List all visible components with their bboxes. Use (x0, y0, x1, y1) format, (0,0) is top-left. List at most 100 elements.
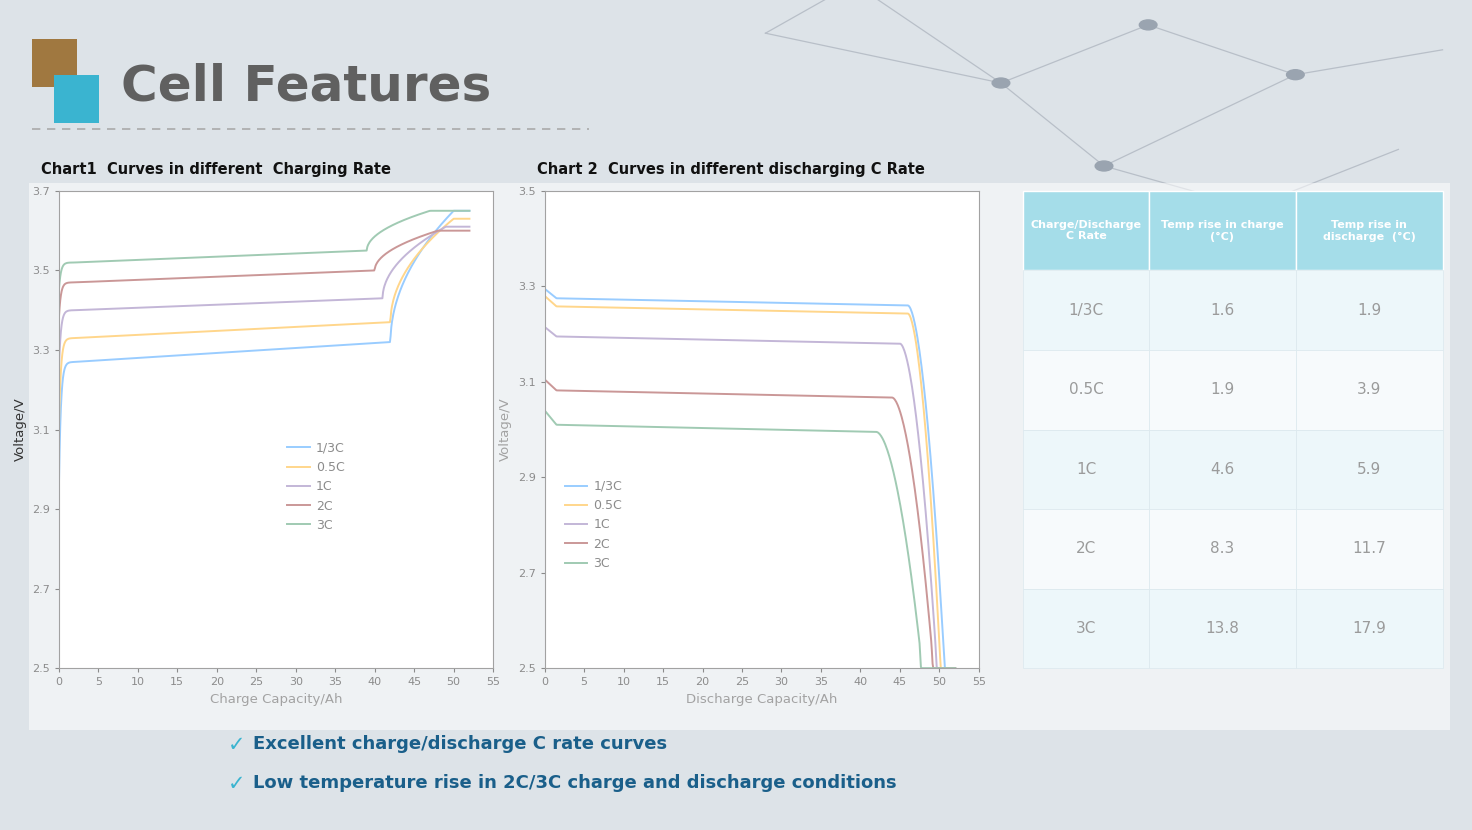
Line: 1/3C: 1/3C (59, 211, 470, 489)
Bar (1295, 430, 1443, 509)
1/3C (122, 354, 140, 364)
2C (50, 313, 68, 323)
0.5C (845, 307, 863, 317)
Bar (32, 39, 77, 87)
1C (437, 222, 455, 232)
0.5C (721, 305, 739, 315)
Bar (1148, 191, 1295, 271)
Bar (1023, 509, 1148, 588)
1/3C (324, 340, 342, 350)
Text: 8.3: 8.3 (1210, 541, 1235, 556)
2C (642, 388, 659, 398)
Line: 3C: 3C (59, 211, 470, 290)
1/3C (845, 300, 863, 310)
Y-axis label: Voltage/V: Voltage/V (499, 398, 512, 461)
3C (122, 255, 140, 265)
0.5C (291, 322, 309, 332)
Text: 3C: 3C (1076, 621, 1097, 636)
Line: 2C: 2C (545, 379, 955, 668)
Bar (1148, 509, 1295, 588)
1C (122, 303, 140, 313)
2C (777, 390, 795, 400)
2C (122, 275, 140, 285)
1C (642, 334, 659, 344)
Bar (1295, 271, 1443, 350)
1C (721, 335, 739, 345)
Bar (1148, 350, 1295, 429)
2C (461, 226, 478, 236)
2C (721, 389, 739, 399)
2C (428, 226, 446, 236)
1/3C (236, 346, 253, 356)
1C (536, 322, 553, 332)
Text: 4.6: 4.6 (1210, 461, 1235, 476)
Bar (1295, 350, 1443, 429)
1C (50, 365, 68, 375)
0.5C (156, 329, 174, 339)
Line: 1C: 1C (59, 227, 470, 370)
2C (924, 663, 942, 673)
2C (845, 392, 863, 402)
0.5C (608, 303, 626, 313)
1/3C (936, 663, 954, 673)
3C (236, 251, 253, 261)
3C (810, 426, 827, 436)
Circle shape (1242, 203, 1260, 212)
Text: ✓: ✓ (228, 735, 246, 754)
Legend: 1/3C, 0.5C, 1C, 2C, 3C: 1/3C, 0.5C, 1C, 2C, 3C (559, 475, 627, 575)
1/3C (810, 299, 827, 309)
Bar (1148, 430, 1295, 509)
Line: 3C: 3C (545, 410, 955, 668)
0.5C (536, 290, 553, 300)
1/3C (777, 298, 795, 308)
Line: 0.5C: 0.5C (545, 295, 955, 668)
Bar (54, 75, 99, 123)
1/3C (536, 284, 553, 294)
Text: 1C: 1C (1076, 461, 1097, 476)
Bar (1023, 191, 1148, 271)
0.5C (324, 320, 342, 330)
1C (359, 294, 377, 304)
3C (324, 247, 342, 257)
Text: Low temperature rise in 2C/3C charge and discharge conditions: Low temperature rise in 2C/3C charge and… (253, 774, 896, 792)
Legend: 1/3C, 0.5C, 1C, 2C, 3C: 1/3C, 0.5C, 1C, 2C, 3C (283, 437, 350, 537)
1C (777, 336, 795, 346)
1C (608, 333, 626, 343)
Text: Charge/Discharge
C Rate: Charge/Discharge C Rate (1030, 220, 1141, 242)
Bar (1023, 430, 1148, 509)
2C (291, 268, 309, 278)
Text: 13.8: 13.8 (1206, 621, 1239, 636)
Bar (1023, 588, 1148, 668)
1/3C (721, 297, 739, 307)
0.5C (236, 325, 253, 334)
Circle shape (1139, 20, 1157, 30)
Text: 0.5C: 0.5C (1069, 383, 1104, 398)
Text: 17.9: 17.9 (1353, 621, 1387, 636)
Text: Temp rise in charge
(°C): Temp rise in charge (°C) (1161, 220, 1284, 242)
1/3C (608, 295, 626, 305)
0.5C (461, 214, 478, 224)
Line: 1C: 1C (545, 327, 955, 668)
3C (359, 240, 377, 250)
1C (461, 222, 478, 232)
Text: 1.6: 1.6 (1210, 303, 1235, 318)
Text: Chart 2  Curves in different discharging C Rate: Chart 2 Curves in different discharging … (537, 162, 926, 177)
1C (324, 295, 342, 305)
3C (608, 421, 626, 431)
3C (50, 286, 68, 295)
2C (156, 274, 174, 284)
1/3C (359, 339, 377, 349)
1C (156, 302, 174, 312)
0.5C (777, 306, 795, 316)
3C (642, 422, 659, 432)
1/3C (461, 206, 478, 216)
Text: 2C: 2C (1076, 541, 1097, 556)
Text: 3.9: 3.9 (1357, 383, 1381, 398)
0.5C (359, 318, 377, 328)
Bar (1023, 271, 1148, 350)
1C (236, 299, 253, 309)
Text: 5.9: 5.9 (1357, 461, 1381, 476)
Circle shape (992, 78, 1010, 88)
X-axis label: Discharge Capacity/Ah: Discharge Capacity/Ah (686, 693, 838, 706)
0.5C (642, 303, 659, 313)
